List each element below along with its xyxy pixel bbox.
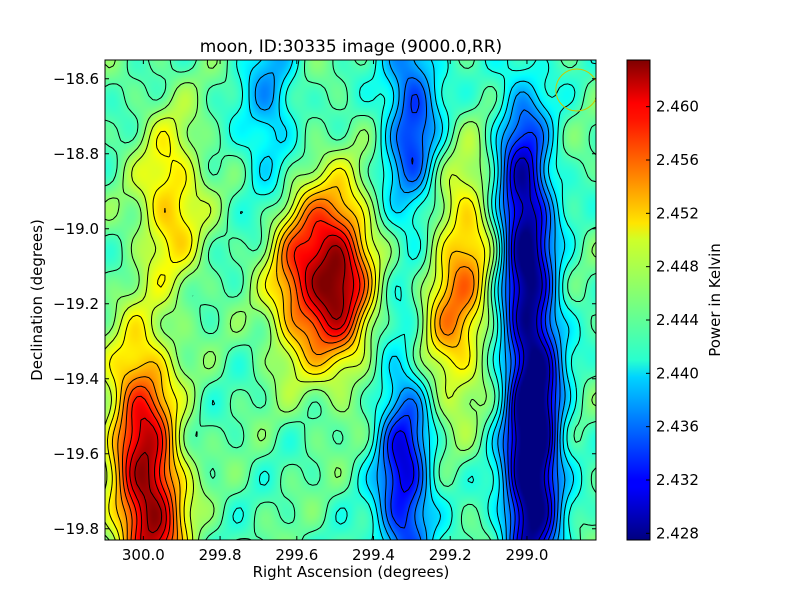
colorbar-tick-label: 2.460	[656, 98, 699, 116]
colorbar-frame	[626, 59, 651, 541]
contour-level	[122, 207, 366, 540]
y-tick-label: −19.2	[53, 295, 99, 313]
contour-level	[383, 77, 561, 540]
colorbar-tick-label: 2.452	[656, 204, 699, 222]
contour-level	[129, 234, 355, 540]
contour-level	[105, 117, 491, 540]
contour-level	[107, 130, 486, 540]
colorbar-tick-label: 2.436	[656, 418, 699, 436]
contour-level	[211, 60, 596, 540]
contour-level	[111, 186, 480, 540]
y-tick-label: −19.8	[53, 520, 99, 538]
x-tick-label: 299.6	[275, 546, 318, 564]
y-tick-label: −18.6	[53, 70, 99, 88]
contour-level	[513, 157, 551, 540]
plot-frame	[104, 59, 597, 541]
x-axis: 300.0 299.8 299.6 299.4 299.2 299.0	[122, 60, 548, 564]
colorbar-tick-label: 2.444	[656, 311, 699, 329]
y-axis: −18.6 −18.8 −19.0 −19.2 −19.4 −19.6 −19.8	[53, 70, 596, 538]
contour-level	[105, 60, 596, 540]
x-tick-label: 299.2	[429, 546, 472, 564]
y-tick-label: −19.4	[53, 370, 99, 388]
y-tick-label: −18.8	[53, 145, 99, 163]
x-tick-label: 299.8	[199, 546, 242, 564]
contour-level	[117, 198, 475, 540]
colorbar: 2.428 2.432 2.436 2.440 2.444 2.448 2.452 2.456…	[626, 59, 699, 542]
contour-lines	[105, 60, 596, 540]
colorbar-tick-label: 2.456	[656, 151, 699, 169]
y-tick-label: −19.6	[53, 445, 99, 463]
heatmap-image	[105, 60, 596, 540]
colorbar-tick-label: 2.448	[656, 258, 699, 276]
x-axis-label: Right Ascension (degrees)	[253, 563, 450, 581]
colorbar-tick-label: 2.428	[656, 524, 699, 542]
contour-level	[254, 60, 566, 540]
contour-level	[387, 93, 557, 540]
contour-level	[125, 220, 361, 540]
colorbar-tick-label: 2.432	[656, 471, 699, 489]
contour-level	[105, 60, 596, 540]
x-tick-label: 300.0	[122, 546, 165, 564]
y-axis-label: Declination (degrees)	[28, 219, 46, 381]
y-tick-label: −19.0	[53, 220, 99, 238]
contour-level	[391, 146, 554, 540]
x-tick-label: 299.4	[352, 546, 395, 564]
contour-level	[248, 60, 574, 540]
colorbar-tick-label: 2.440	[656, 364, 699, 382]
chart-title: moon, ID:30335 image (9000.0,RR)	[200, 37, 502, 57]
colorbar-gradient	[627, 60, 650, 540]
heatmap	[105, 60, 596, 540]
colorbar-label: Power in Kelvin	[706, 243, 724, 357]
beam-marker	[555, 68, 596, 112]
colorbar-ticks: 2.428 2.432 2.436 2.440 2.444 2.448 2.452 2.456…	[646, 98, 699, 542]
x-tick-label: 299.0	[505, 546, 548, 564]
contour-level	[134, 245, 346, 534]
